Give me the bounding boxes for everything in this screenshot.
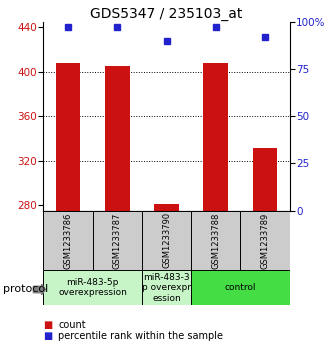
Text: ■: ■ [43, 320, 53, 330]
Text: miR-483-3
p overexpr
ession: miR-483-3 p overexpr ession [142, 273, 191, 303]
Bar [154, 204, 179, 211]
Text: GSM1233788: GSM1233788 [211, 212, 220, 269]
Text: percentile rank within the sample: percentile rank within the sample [58, 331, 223, 341]
Text: GSM1233789: GSM1233789 [260, 212, 270, 269]
Bar [191, 211, 240, 270]
Bar [240, 211, 290, 270]
Bar [93, 211, 142, 270]
Bar [105, 66, 130, 211]
Bar [203, 63, 228, 211]
Bar [142, 211, 191, 270]
Bar [56, 63, 80, 211]
Text: protocol: protocol [3, 285, 49, 294]
Title: GDS5347 / 235103_at: GDS5347 / 235103_at [90, 7, 243, 21]
Text: count: count [58, 320, 86, 330]
Text: control: control [225, 283, 256, 292]
Bar [43, 211, 93, 270]
Text: GSM1233786: GSM1233786 [63, 212, 73, 269]
Bar [191, 270, 290, 305]
Text: ■: ■ [43, 331, 53, 341]
Text: GSM1233787: GSM1233787 [113, 212, 122, 269]
Text: GSM1233790: GSM1233790 [162, 212, 171, 269]
Bar [43, 270, 142, 305]
Bar [253, 148, 277, 211]
Bar [142, 270, 191, 305]
Text: miR-483-5p
overexpression: miR-483-5p overexpression [58, 278, 127, 297]
